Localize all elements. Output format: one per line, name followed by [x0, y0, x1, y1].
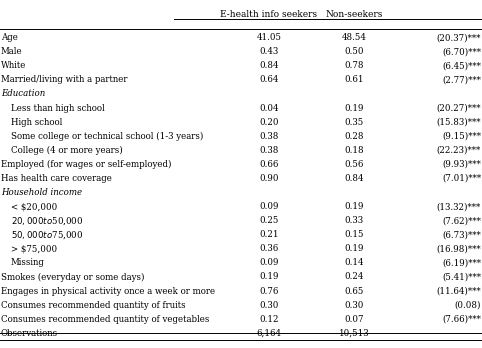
Text: 0.36: 0.36 [259, 244, 279, 253]
Text: 0.04: 0.04 [259, 104, 279, 112]
Text: (5.41)***: (5.41)*** [442, 272, 481, 282]
Text: Has health care coverage: Has health care coverage [1, 174, 112, 183]
Text: (2.77)***: (2.77)*** [442, 76, 481, 85]
Text: College (4 or more years): College (4 or more years) [11, 146, 122, 155]
Text: (6.70)***: (6.70)*** [442, 47, 481, 56]
Text: 0.12: 0.12 [259, 315, 279, 324]
Text: (7.66)***: (7.66)*** [442, 315, 481, 324]
Text: 0.30: 0.30 [345, 301, 364, 310]
Text: Consumes recommended quantity of vegetables: Consumes recommended quantity of vegetab… [1, 315, 209, 324]
Text: Household income: Household income [1, 188, 82, 197]
Text: 0.50: 0.50 [345, 47, 364, 56]
Text: Married/living with a partner: Married/living with a partner [1, 76, 127, 85]
Text: Missing: Missing [11, 259, 44, 267]
Text: 0.09: 0.09 [259, 259, 279, 267]
Text: 0.18: 0.18 [345, 146, 364, 155]
Text: $20,000 to $50,000: $20,000 to $50,000 [11, 215, 83, 227]
Text: Non-seekers: Non-seekers [325, 10, 383, 19]
Text: (22.23)***: (22.23)*** [437, 146, 481, 155]
Text: Less than high school: Less than high school [11, 104, 105, 112]
Text: 0.20: 0.20 [259, 118, 279, 127]
Text: (7.01)***: (7.01)*** [442, 174, 481, 183]
Text: (6.19)***: (6.19)*** [442, 259, 481, 267]
Text: 0.35: 0.35 [345, 118, 364, 127]
Text: 0.65: 0.65 [345, 286, 364, 295]
Text: (9.15)***: (9.15)*** [442, 132, 481, 141]
Text: < $20,000: < $20,000 [11, 202, 57, 211]
Text: 0.84: 0.84 [345, 174, 364, 183]
Text: 0.09: 0.09 [259, 202, 279, 211]
Text: (20.27)***: (20.27)*** [437, 104, 481, 112]
Text: Education: Education [1, 89, 45, 98]
Text: 0.30: 0.30 [259, 301, 279, 310]
Text: (16.98)***: (16.98)*** [436, 244, 481, 253]
Text: 0.56: 0.56 [345, 160, 364, 169]
Text: (6.73)***: (6.73)*** [442, 230, 481, 239]
Text: 0.24: 0.24 [345, 272, 364, 282]
Text: 0.66: 0.66 [259, 160, 279, 169]
Text: 0.61: 0.61 [345, 76, 364, 85]
Text: 0.07: 0.07 [345, 315, 364, 324]
Text: 48.54: 48.54 [342, 33, 367, 42]
Text: (11.64)***: (11.64)*** [436, 286, 481, 295]
Text: 0.28: 0.28 [345, 132, 364, 141]
Text: (9.93)***: (9.93)*** [442, 160, 481, 169]
Text: Age: Age [1, 33, 18, 42]
Text: Observations: Observations [1, 329, 58, 338]
Text: 0.76: 0.76 [259, 286, 279, 295]
Text: 0.19: 0.19 [259, 272, 279, 282]
Text: White: White [1, 61, 27, 70]
Text: (0.08): (0.08) [455, 301, 481, 310]
Text: 0.33: 0.33 [345, 216, 364, 225]
Text: 0.43: 0.43 [259, 47, 279, 56]
Text: 0.38: 0.38 [259, 132, 279, 141]
Text: Consumes recommended quantity of fruits: Consumes recommended quantity of fruits [1, 301, 186, 310]
Text: E-health info seekers: E-health info seekers [220, 10, 318, 19]
Text: Male: Male [1, 47, 23, 56]
Text: High school: High school [11, 118, 62, 127]
Text: Engages in physical activity once a week or more: Engages in physical activity once a week… [1, 286, 215, 295]
Text: 0.84: 0.84 [259, 61, 279, 70]
Text: (20.37)***: (20.37)*** [437, 33, 481, 42]
Text: 0.15: 0.15 [345, 230, 364, 239]
Text: (7.62)***: (7.62)*** [442, 216, 481, 225]
Text: (15.83)***: (15.83)*** [437, 118, 481, 127]
Text: 0.25: 0.25 [259, 216, 279, 225]
Text: 0.78: 0.78 [345, 61, 364, 70]
Text: 0.90: 0.90 [259, 174, 279, 183]
Text: 0.19: 0.19 [345, 202, 364, 211]
Text: 0.19: 0.19 [345, 104, 364, 112]
Text: Employed (for wages or self-employed): Employed (for wages or self-employed) [1, 160, 172, 169]
Text: 0.14: 0.14 [345, 259, 364, 267]
Text: 6,164: 6,164 [256, 329, 281, 338]
Text: (6.45)***: (6.45)*** [442, 61, 481, 70]
Text: (13.32)***: (13.32)*** [437, 202, 481, 211]
Text: 0.64: 0.64 [259, 76, 279, 85]
Text: 0.19: 0.19 [345, 244, 364, 253]
Text: > $75,000: > $75,000 [11, 244, 57, 253]
Text: 0.38: 0.38 [259, 146, 279, 155]
Text: 41.05: 41.05 [256, 33, 281, 42]
Text: Some college or technical school (1-3 years): Some college or technical school (1-3 ye… [11, 132, 203, 141]
Text: 10,513: 10,513 [339, 329, 370, 338]
Text: 0.21: 0.21 [259, 230, 279, 239]
Text: $50,000 to $75,000: $50,000 to $75,000 [11, 229, 83, 240]
Text: Smokes (everyday or some days): Smokes (everyday or some days) [1, 272, 145, 282]
